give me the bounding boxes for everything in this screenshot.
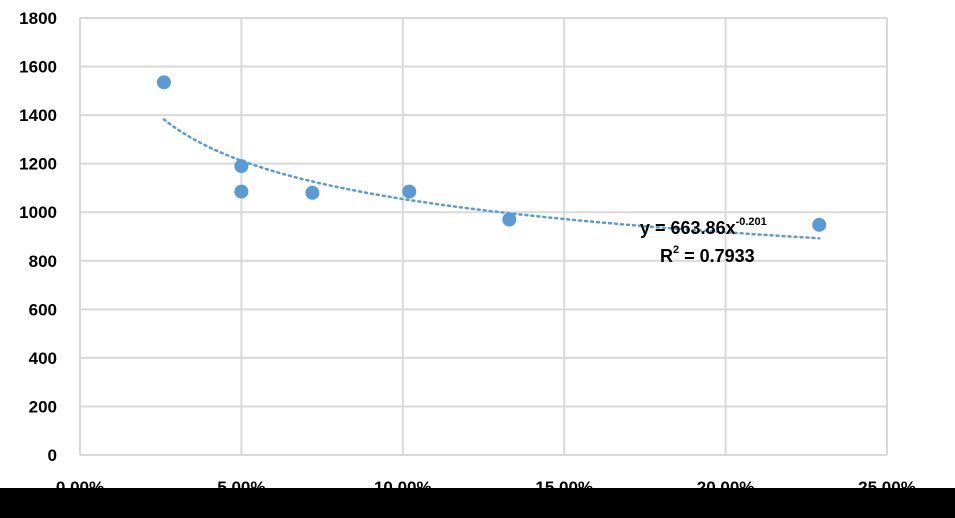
x-axis-ticks: 0.00% 5.00% 10.00% 15.00% 20.00% 25.00%	[56, 478, 916, 488]
r-squared-value: = 0.7933	[679, 246, 755, 266]
x-tick-label: 10.00%	[374, 478, 432, 488]
x-tick-label: 5.00%	[217, 478, 265, 488]
data-point	[502, 212, 517, 227]
y-tick-label: 200	[29, 397, 57, 416]
y-axis-ticks: 0 200 400 600 800 1000 1200 1400 1600 1800	[19, 9, 57, 465]
y-tick-label: 1000	[19, 203, 57, 222]
svg-text:y = 663.86x-0.201: y = 663.86x-0.201	[640, 216, 767, 238]
trendline-equation: y = 663.86x-0.201 R2 = 0.7933	[640, 216, 767, 266]
svg-text:R2 = 0.7933: R2 = 0.7933	[660, 244, 755, 266]
y-tick-label: 800	[29, 252, 57, 271]
x-tick-label: 0.00%	[56, 478, 104, 488]
bottom-black-band	[0, 488, 955, 518]
trendline-layer	[162, 118, 821, 240]
data-point	[402, 184, 417, 199]
equation-exponent: -0.201	[736, 216, 767, 228]
y-tick-label: 1200	[19, 155, 57, 174]
y-tick-label: 400	[29, 349, 57, 368]
data-point	[156, 75, 171, 90]
data-point	[305, 185, 320, 200]
r-squared-prefix: R	[660, 246, 673, 266]
x-tick-label: 25.00%	[858, 478, 916, 488]
data-points-layer	[156, 75, 827, 232]
scatter-chart: 0 200 400 600 800 1000 1200 1400 1600 1800 0.00% 5…	[19, 9, 916, 488]
y-tick-label: 0	[48, 446, 57, 465]
r-squared-sup: 2	[673, 244, 679, 256]
data-point	[234, 184, 249, 199]
data-point	[812, 217, 827, 232]
y-tick-label: 1400	[19, 106, 57, 125]
x-tick-label: 15.00%	[535, 478, 593, 488]
y-tick-label: 1600	[19, 58, 57, 77]
data-point	[234, 159, 249, 174]
trendline	[162, 118, 821, 240]
y-tick-label: 600	[29, 300, 57, 319]
y-tick-label: 1800	[19, 9, 57, 28]
grid-lines	[79, 17, 888, 456]
equation-base: y = 663.86x	[640, 218, 736, 238]
x-tick-label: 20.00%	[697, 478, 755, 488]
